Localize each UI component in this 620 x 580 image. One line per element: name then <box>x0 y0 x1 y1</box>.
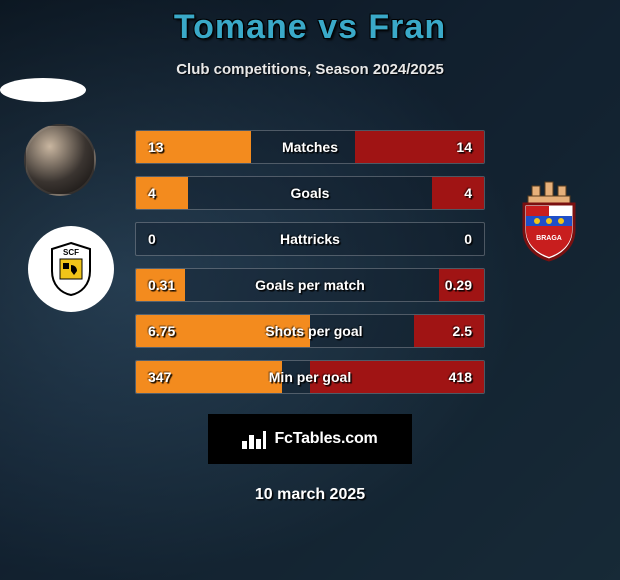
brand-text: FcTables.com <box>274 430 377 448</box>
stat-value-left: 13 <box>148 139 164 155</box>
stat-label: Hattricks <box>280 231 340 247</box>
stat-value-left: 347 <box>148 369 171 385</box>
page-title: Tomane vs Fran <box>0 8 620 47</box>
stats-panel: 13 Matches 14 4 Goals 4 0 Hattricks 0 0.31 Goals p… <box>0 130 620 394</box>
stat-row: 0 Hattricks 0 <box>135 222 485 256</box>
bar-chart-icon <box>242 429 266 449</box>
stat-value-right: 0.29 <box>445 277 472 293</box>
stat-row: 6.75 Shots per goal 2.5 <box>135 314 485 348</box>
stat-row: 347 Min per goal 418 <box>135 360 485 394</box>
stat-value-left: 4 <box>148 185 156 201</box>
stat-row: 13 Matches 14 <box>135 130 485 164</box>
player-right-avatar <box>0 78 86 102</box>
stat-value-left: 0.31 <box>148 277 175 293</box>
stat-value-left: 0 <box>148 231 156 247</box>
stat-row: 4 Goals 4 <box>135 176 485 210</box>
stat-value-right: 4 <box>464 185 472 201</box>
stat-value-left: 6.75 <box>148 323 175 339</box>
stat-fill-left <box>136 177 188 209</box>
stat-value-right: 0 <box>464 231 472 247</box>
stat-fill-right <box>432 177 484 209</box>
stat-bars: 13 Matches 14 4 Goals 4 0 Hattricks 0 0.31 Goals p… <box>135 130 485 394</box>
stat-label: Min per goal <box>269 369 351 385</box>
stat-value-right: 418 <box>449 369 472 385</box>
stat-row: 0.31 Goals per match 0.29 <box>135 268 485 302</box>
infographic-root: Tomane vs Fran Club competitions, Season… <box>0 0 620 580</box>
stat-label: Goals per match <box>255 277 365 293</box>
subtitle: Club competitions, Season 2024/2025 <box>0 61 620 78</box>
date-text: 10 march 2025 <box>0 486 620 504</box>
stat-label: Shots per goal <box>265 323 362 339</box>
stat-value-right: 2.5 <box>453 323 472 339</box>
stat-label: Matches <box>282 139 338 155</box>
stat-fill-right <box>414 315 484 347</box>
stat-value-right: 14 <box>456 139 472 155</box>
brand-box[interactable]: FcTables.com <box>208 414 412 464</box>
stat-label: Goals <box>291 185 330 201</box>
